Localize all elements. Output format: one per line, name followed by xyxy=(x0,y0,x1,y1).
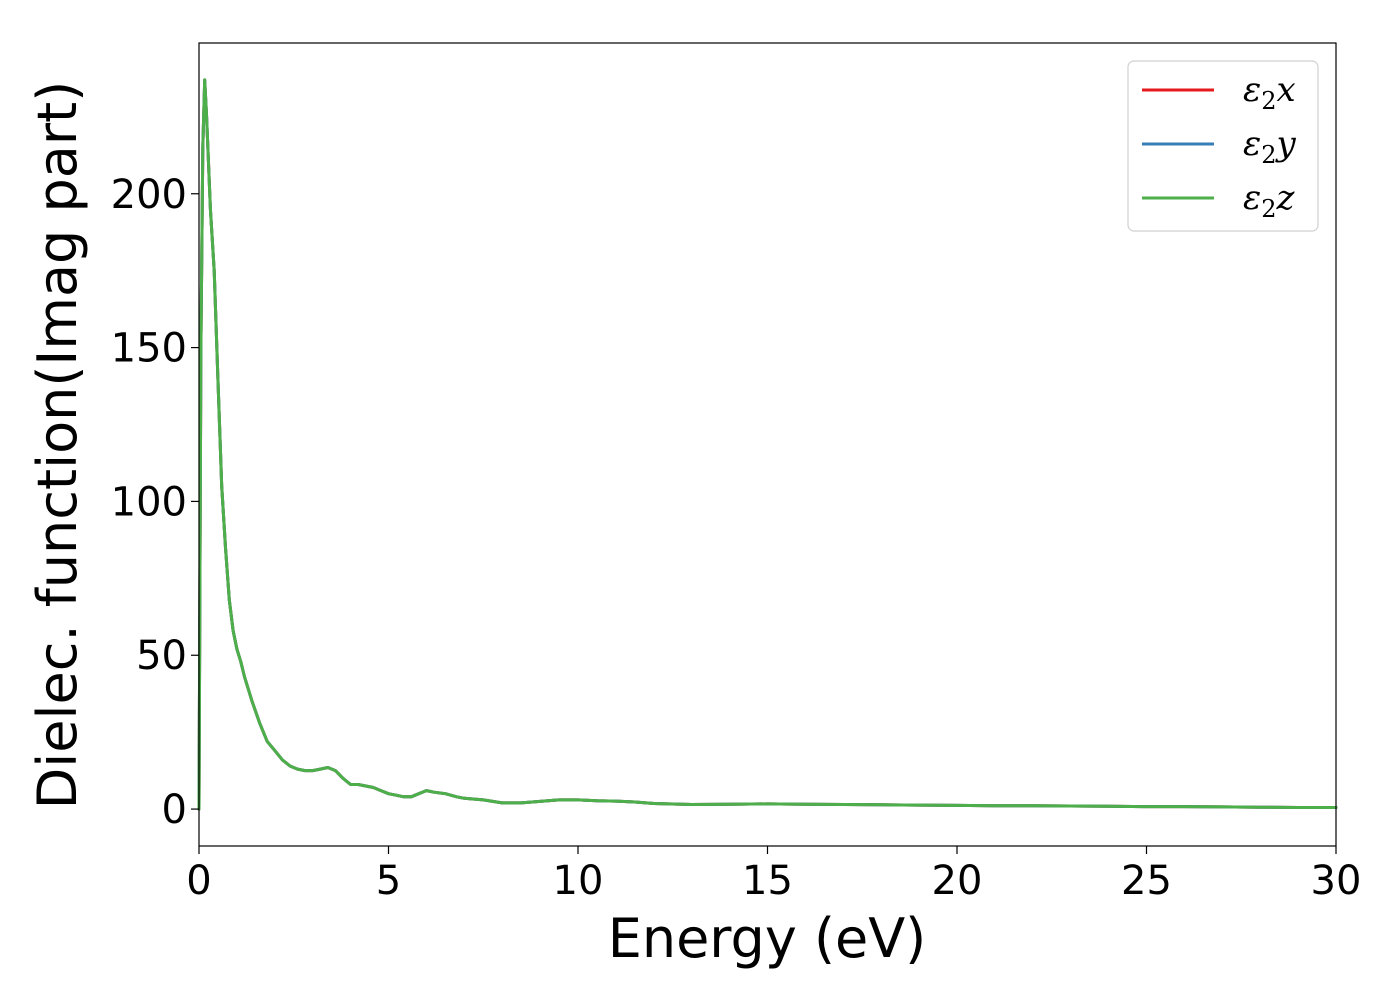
y-tick-label: 150 xyxy=(111,326,187,372)
x-tick-label: 25 xyxy=(1121,858,1172,904)
legend-label-y: ε2y xyxy=(1243,124,1297,169)
y-tick-label: 100 xyxy=(111,479,187,525)
x-tick-label: 5 xyxy=(376,858,401,904)
legend: ε2x ε2y ε2z xyxy=(1127,60,1319,232)
x-tick-label: 0 xyxy=(186,858,211,904)
x-tick-label: 10 xyxy=(553,858,604,904)
x-tick-label: 20 xyxy=(932,858,983,904)
legend-box xyxy=(1127,60,1319,232)
legend-label-z: ε2z xyxy=(1243,178,1296,223)
series-line-z xyxy=(197,78,1338,811)
y-axis-title: Dielec. function(Imag part) xyxy=(26,81,89,810)
y-axis-ticks: 0 50 100 150 200 xyxy=(111,172,199,833)
y-tick-label: 0 xyxy=(162,787,187,833)
y-tick-label: 50 xyxy=(136,633,187,679)
legend-label-x: ε2x xyxy=(1243,70,1296,115)
x-axis-ticks: 0 5 10 15 20 25 30 xyxy=(186,846,1361,904)
x-tick-label: 15 xyxy=(742,858,793,904)
y-tick-label: 200 xyxy=(111,172,187,218)
x-axis-title: Energy (eV) xyxy=(608,907,927,970)
x-tick-label: 30 xyxy=(1311,858,1362,904)
series-layer xyxy=(197,78,1338,811)
